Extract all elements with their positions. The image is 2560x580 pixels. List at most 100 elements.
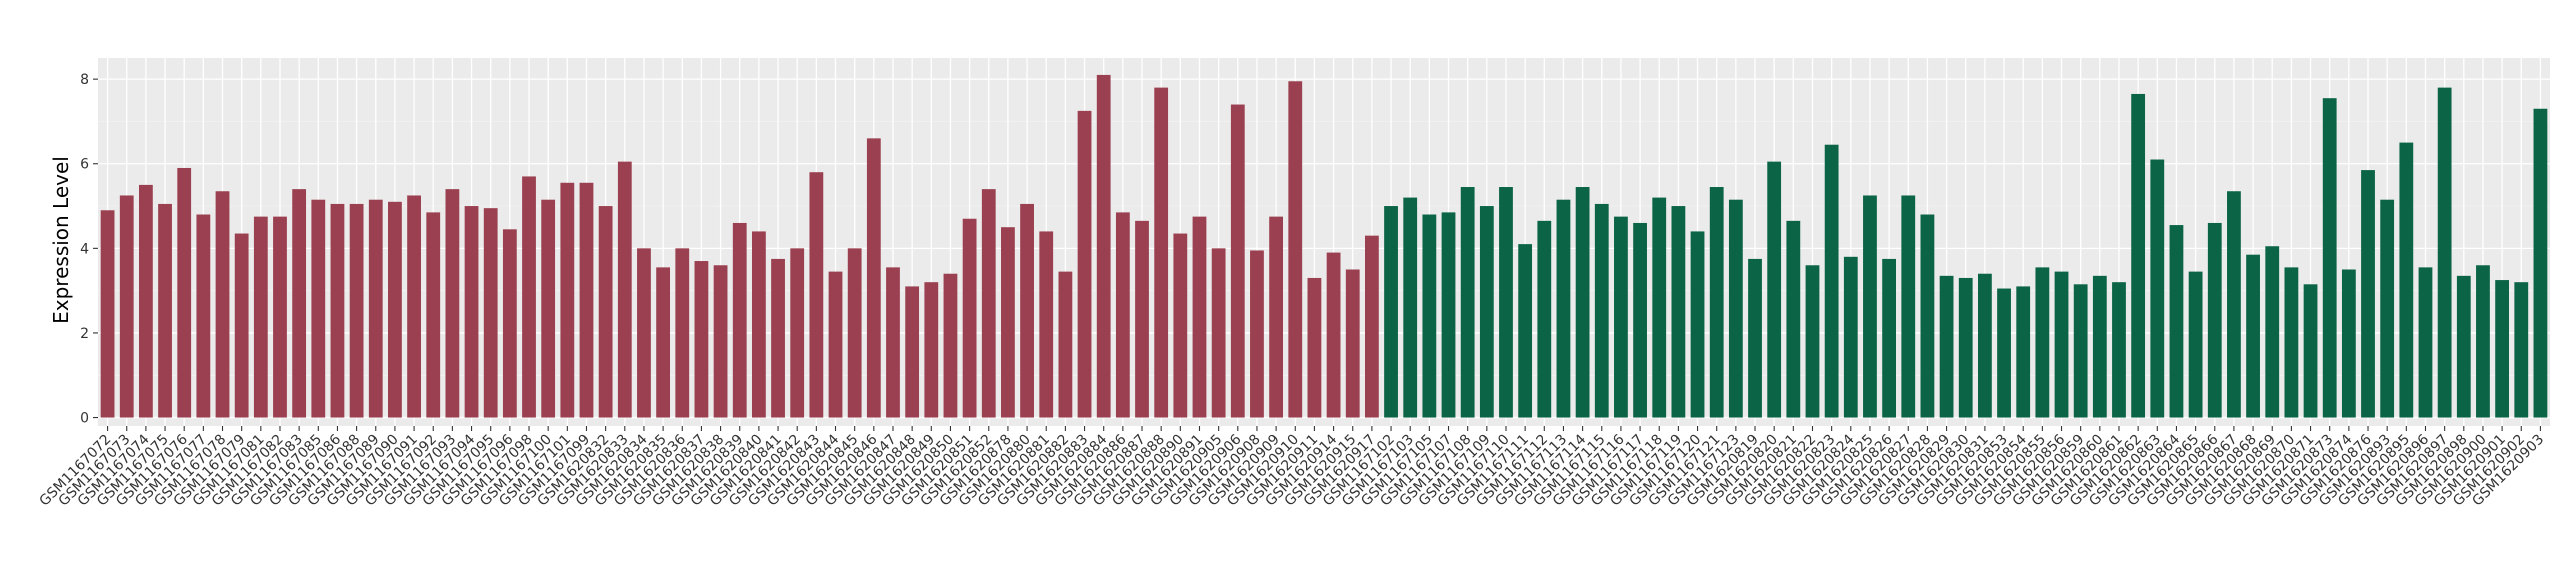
bar (1901, 195, 1916, 418)
y-tick-label: 4 (80, 241, 89, 257)
bar (809, 172, 824, 418)
bar (2495, 280, 2510, 418)
bar (1364, 235, 1379, 418)
bar (1460, 187, 1475, 418)
bar (1230, 104, 1245, 418)
bar (2341, 269, 2356, 418)
bar (1345, 269, 1360, 418)
bar (388, 201, 402, 418)
bar (2054, 271, 2069, 418)
bar (253, 216, 268, 418)
bar (732, 222, 747, 418)
bar (1824, 144, 1839, 418)
bar (2322, 98, 2337, 418)
bar (541, 199, 556, 418)
bar (1537, 220, 1552, 418)
bar (1384, 206, 1398, 418)
bar (1192, 216, 1207, 418)
bar (2150, 159, 2165, 418)
bar (1997, 288, 2011, 418)
bar (158, 203, 172, 418)
bar (637, 248, 651, 418)
bar (847, 248, 862, 418)
bar (1115, 212, 1130, 418)
bar (1939, 275, 1954, 418)
bar (1767, 161, 1782, 418)
bar (1173, 233, 1188, 418)
y-axis: 0 2 4 6 8 (80, 72, 98, 427)
bar (2514, 282, 2529, 418)
bar (2533, 108, 2548, 418)
bar (1326, 252, 1341, 418)
bar (522, 176, 536, 418)
bar (751, 231, 766, 418)
bar (1614, 216, 1628, 418)
bar (2361, 170, 2375, 418)
bar (1977, 273, 1992, 418)
bar (1001, 227, 1015, 418)
bar (598, 206, 613, 418)
bar (1671, 206, 1686, 418)
bar (675, 248, 690, 418)
bar (943, 273, 958, 418)
bar (2188, 271, 2203, 418)
bar (866, 138, 881, 418)
y-tick-label: 0 (80, 411, 89, 427)
bar (1403, 197, 1418, 418)
bar (962, 218, 977, 418)
bar (1843, 256, 1858, 418)
bar (2131, 93, 2146, 418)
bar (617, 161, 632, 418)
bar (119, 195, 134, 418)
bar (1863, 195, 1877, 418)
bar (2092, 275, 2107, 418)
bar (2112, 282, 2126, 418)
bar (1728, 199, 1743, 418)
bar (2399, 142, 2414, 418)
bar (1307, 277, 1322, 418)
bar (1288, 81, 1303, 418)
bar (234, 233, 249, 418)
bar (2227, 191, 2241, 418)
bar (886, 267, 900, 418)
bar (1135, 220, 1149, 418)
bar (464, 206, 479, 418)
bar (905, 286, 920, 418)
bar (981, 189, 996, 418)
bar (2169, 225, 2184, 418)
bar (1518, 244, 1533, 418)
bar (1920, 214, 1935, 418)
bar (1556, 199, 1571, 418)
bar (1096, 74, 1111, 418)
bar (656, 267, 671, 418)
bar (2265, 246, 2280, 418)
bar (1748, 258, 1762, 418)
bar (1594, 203, 1609, 418)
bar (2016, 286, 2031, 418)
bar (1058, 271, 1073, 418)
bar (2418, 267, 2433, 418)
bar (2456, 275, 2471, 418)
bar (502, 229, 517, 418)
bar (2476, 265, 2490, 418)
bar (828, 271, 843, 418)
y-axis-title: Expression Level (49, 156, 73, 324)
y-tick-label: 8 (80, 72, 89, 88)
bar (1020, 203, 1034, 418)
bar (2284, 267, 2299, 418)
bar (790, 248, 805, 418)
bar (694, 261, 709, 418)
bar (1690, 231, 1705, 418)
bar (100, 210, 115, 418)
bar (1709, 187, 1724, 418)
bar (368, 199, 383, 418)
bar (1633, 222, 1647, 418)
bar (924, 282, 939, 418)
bar (713, 265, 728, 418)
bar (311, 199, 326, 418)
bar (1575, 187, 1590, 418)
bars (100, 74, 2548, 418)
bar (292, 189, 307, 418)
bar (771, 258, 785, 418)
